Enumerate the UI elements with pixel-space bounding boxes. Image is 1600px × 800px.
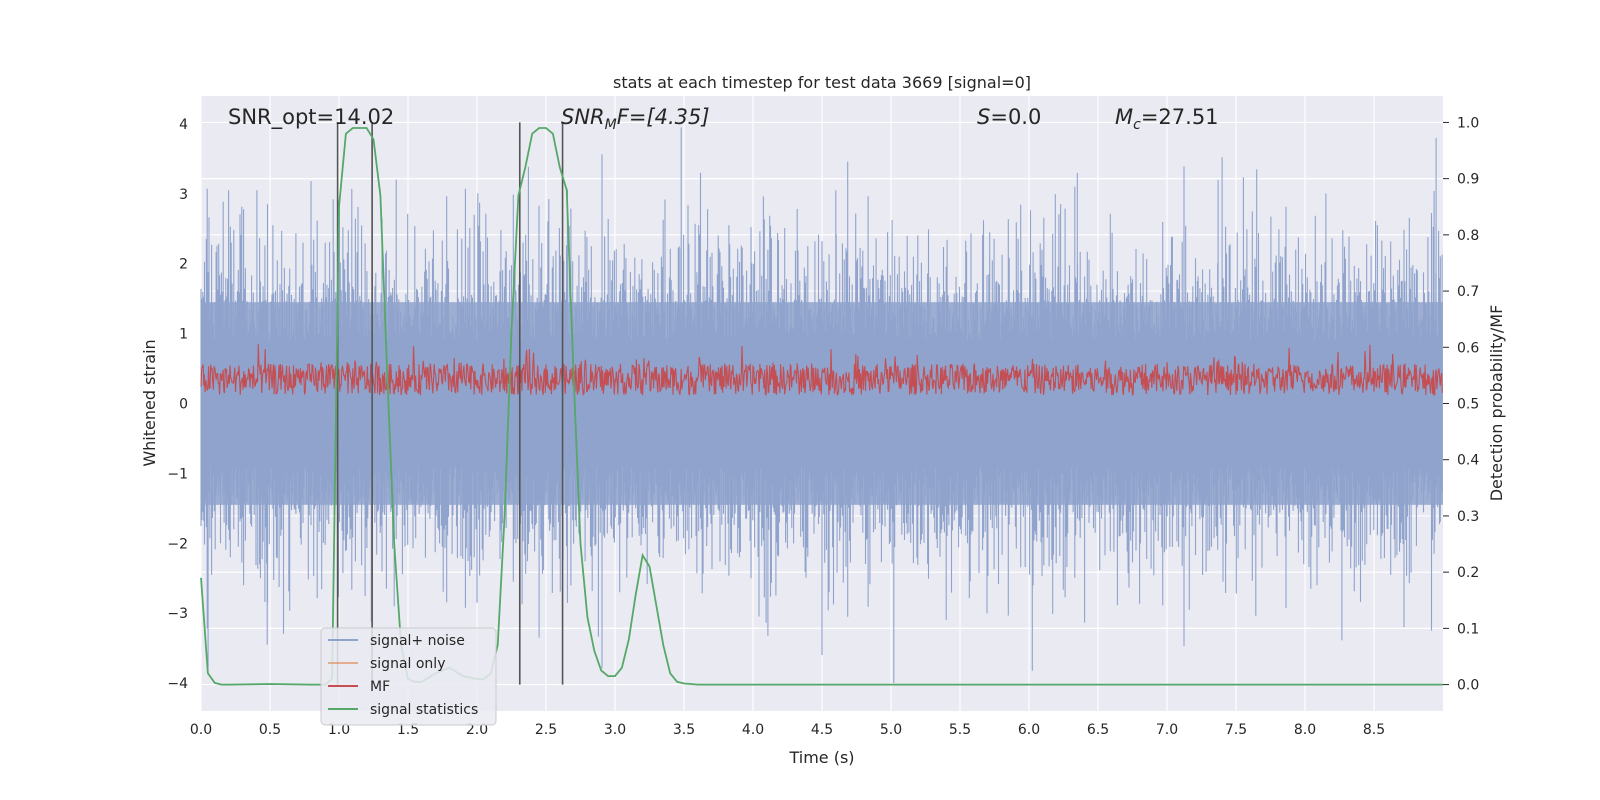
y-tick-label: 3 <box>179 187 188 203</box>
y-axis-label: Whitened strain <box>140 339 159 466</box>
y2-tick-label: 0.4 <box>1457 453 1479 469</box>
annotation-snr-mf: SNRMF=[4.35] <box>561 105 710 133</box>
x-tick-label: 5.5 <box>949 722 971 738</box>
mf-layer <box>200 344 1443 396</box>
snr-mf-base: SNR <box>561 105 605 129</box>
x-tick-label: 8.0 <box>1294 722 1316 738</box>
annotation-s: S=0.0 <box>977 105 1041 129</box>
y-tick-label: −3 <box>167 606 188 622</box>
x-tick-label: 1.0 <box>328 722 350 738</box>
x-tick-label: 4.5 <box>811 722 833 738</box>
mc-base: M <box>1115 105 1133 129</box>
y-tick-label: 4 <box>179 117 188 133</box>
x-tick-label: 6.5 <box>1087 722 1109 738</box>
y2-tick-label: 0.1 <box>1457 621 1479 637</box>
s-rest: =0.0 <box>990 105 1041 129</box>
vline-layer <box>336 122 564 685</box>
y-axis-ticks: 4 3 2 1 0 −1 −2 −3 −4 <box>167 117 188 692</box>
x-axis-ticks: 0.0 0.5 1.0 1.5 2.0 2.5 3.0 3.5 4.0 4.5 5.0 5.5 6.0 6… <box>190 722 1385 738</box>
x-tick-label: 6.0 <box>1018 722 1040 738</box>
legend-box <box>320 627 497 726</box>
x-tick-label: 2.0 <box>466 722 488 738</box>
snr-mf-sub: M <box>605 117 617 133</box>
s-base: S <box>977 105 990 129</box>
x-tick-label: 2.5 <box>535 722 557 738</box>
y2-tick-label: 0.7 <box>1457 284 1479 300</box>
y2-axis-ticks: 1.0 0.9 0.8 0.7 0.6 0.5 0.4 0.3 0.2 0.1 0.0 <box>1443 115 1479 694</box>
y2-tick-label: 0.6 <box>1457 340 1479 356</box>
mc-rest: =27.51 <box>1141 105 1219 129</box>
legend-label-mf: MF <box>370 679 390 695</box>
chart-title: stats at each timestep for test data 366… <box>613 73 1031 92</box>
x-tick-label: 7.5 <box>1225 722 1247 738</box>
x-axis-label: Time (s) <box>788 748 854 767</box>
y2-tick-label: 0.2 <box>1457 565 1479 581</box>
series-signal-statistics <box>200 127 1443 686</box>
snr-mf-rest: F=[4.35] <box>617 105 710 129</box>
x-tick-label: 4.0 <box>742 722 764 738</box>
y-tick-label: −2 <box>167 536 188 552</box>
y2-axis-label: Detection probability/MF <box>1487 305 1506 502</box>
y-tick-label: −4 <box>167 676 188 692</box>
stat-layer <box>200 127 1443 686</box>
y2-tick-label: 0.8 <box>1457 228 1479 244</box>
legend-label-noise: signal+ noise <box>370 633 465 649</box>
annotation-mc: Mc=27.51 <box>1115 105 1219 133</box>
y2-tick-label: 0.5 <box>1457 397 1479 413</box>
legend-label-signal-statistics: signal statistics <box>370 702 478 718</box>
x-tick-label: 5.0 <box>880 722 902 738</box>
noise-layer <box>200 127 1443 683</box>
y-tick-label: 2 <box>179 257 188 273</box>
y2-tick-label: 0.3 <box>1457 509 1479 525</box>
x-tick-label: 8.5 <box>1363 722 1385 738</box>
x-tick-label: 1.5 <box>397 722 419 738</box>
y2-tick-label: 0.0 <box>1457 678 1479 694</box>
x-tick-label: 3.0 <box>604 722 626 738</box>
x-tick-label: 0.0 <box>190 722 212 738</box>
x-tick-label: 7.0 <box>1156 722 1178 738</box>
y-tick-label: 0 <box>179 397 188 413</box>
legend: signal+ noise signal only MF signal stat… <box>320 627 497 726</box>
legend-label-signal-only: signal only <box>370 656 445 672</box>
y2-tick-label: 1.0 <box>1457 115 1479 131</box>
y-tick-label: 1 <box>179 327 188 343</box>
x-tick-label: 3.5 <box>673 722 695 738</box>
series-mf <box>200 344 1443 396</box>
y2-tick-label: 0.9 <box>1457 172 1479 188</box>
x-tick-label: 0.5 <box>259 722 281 738</box>
annotation-snr-opt: SNR_opt=14.02 <box>228 105 394 130</box>
mc-sub: c <box>1133 117 1141 133</box>
y-tick-label: −1 <box>167 466 188 482</box>
